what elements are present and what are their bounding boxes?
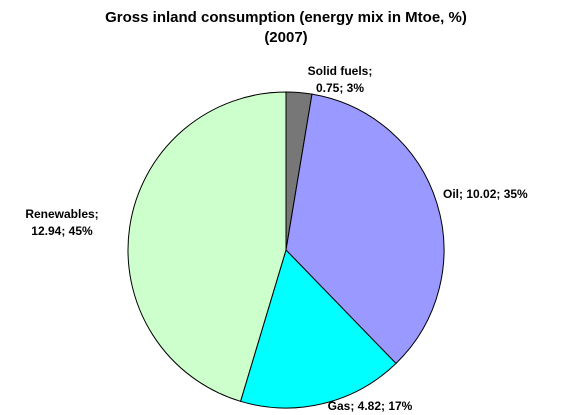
- data-label: Solid fuels;: [308, 64, 373, 78]
- data-label: Oil; 10.02; 35%: [443, 187, 528, 201]
- data-label: 12.94; 45%: [31, 224, 93, 238]
- chart-title: Gross inland consumption (energy mix in …: [105, 9, 467, 26]
- data-label: Gas; 4.82; 17%: [328, 399, 413, 413]
- pie-slice: [127, 91, 287, 402]
- chart-subtitle: (2007): [264, 29, 307, 46]
- data-label: 0.75; 3%: [316, 81, 364, 95]
- pie-slice: [239, 249, 397, 409]
- pie-slice: [285, 93, 445, 365]
- data-label: Renewables;: [25, 207, 98, 221]
